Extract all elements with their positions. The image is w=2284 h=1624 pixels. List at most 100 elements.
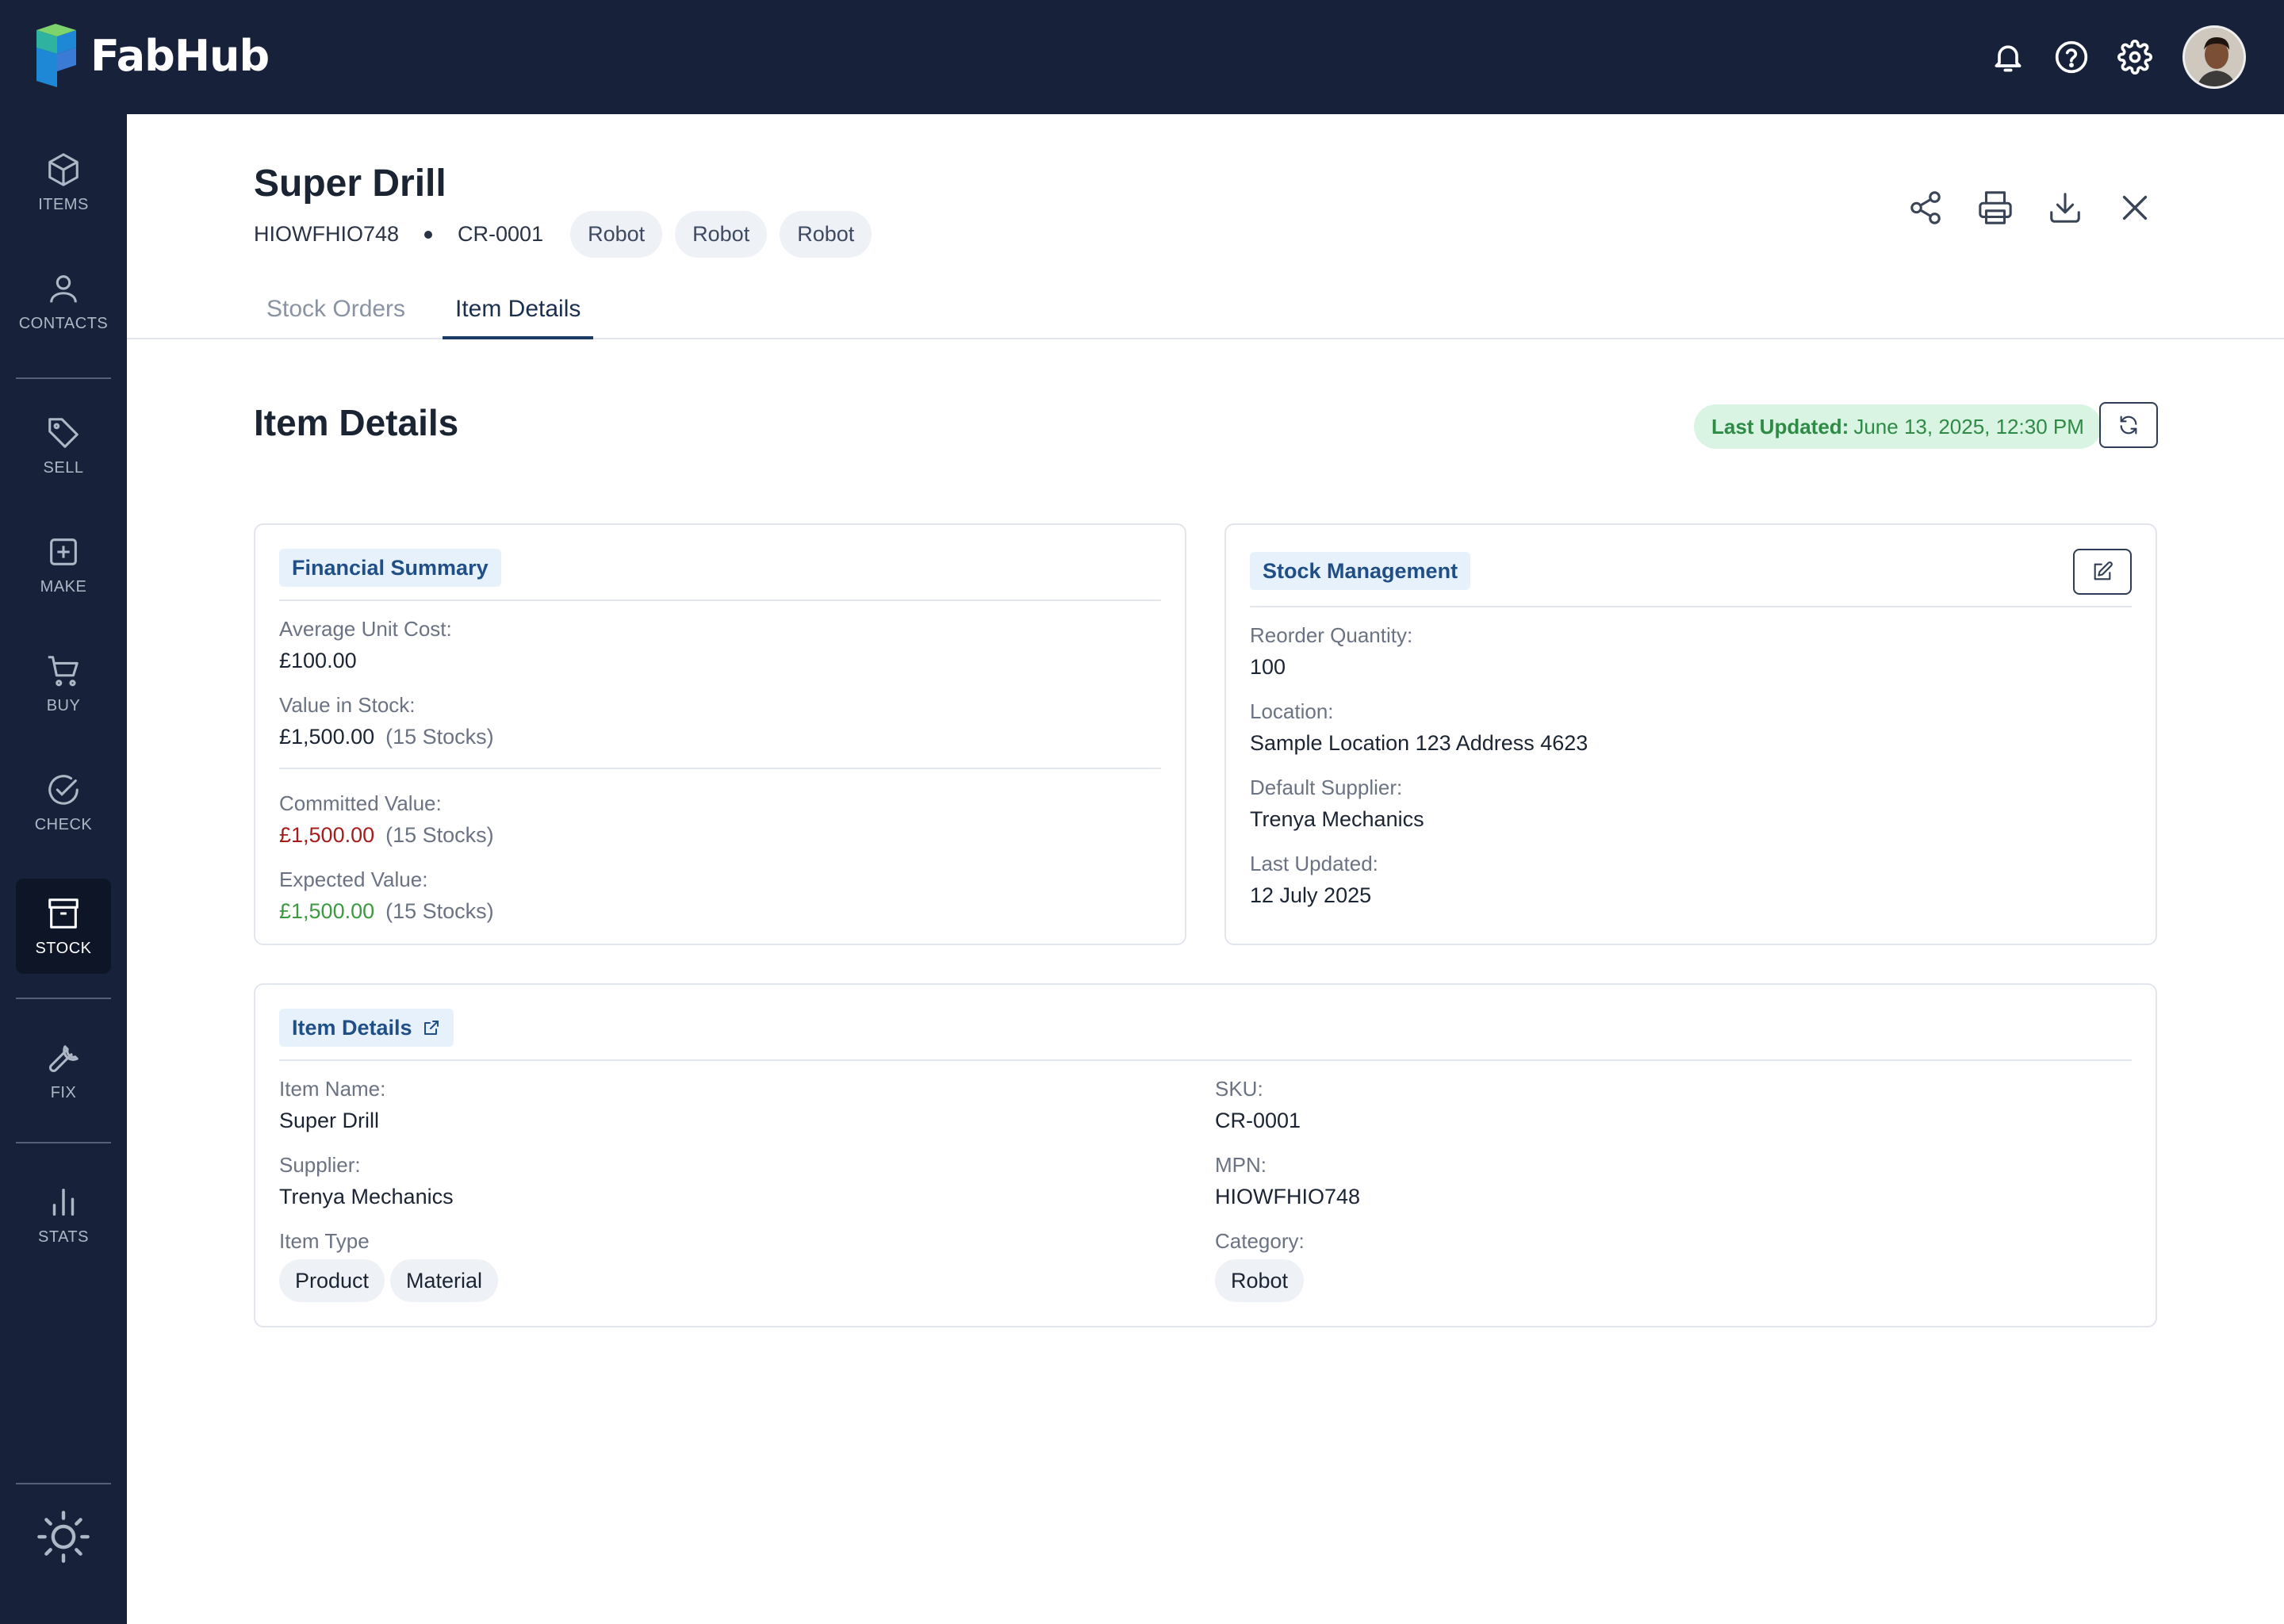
sidebar-item-fix[interactable]: FIX xyxy=(16,1023,111,1118)
expected-value: £1,500.00 (15 Stocks) xyxy=(279,899,494,924)
nav-divider xyxy=(16,377,111,379)
mpn-label: MPN: xyxy=(1215,1153,1267,1177)
reorder-qty-label: Reorder Quantity: xyxy=(1250,623,1413,647)
tab-stock-orders[interactable]: Stock Orders xyxy=(266,296,406,322)
stock-management-card: Stock Management Reorder Quantity: 100 L… xyxy=(1224,523,2157,945)
nav-divider xyxy=(16,1483,111,1484)
theme-toggle-button[interactable] xyxy=(32,1505,95,1568)
tag-pill[interactable]: Robot xyxy=(570,211,663,258)
item-type-chip: Material xyxy=(390,1259,499,1302)
sidebar-item-buy[interactable]: BUY xyxy=(16,636,111,731)
tag-icon xyxy=(48,417,79,448)
sun-icon xyxy=(37,1511,90,1563)
last-updated-value: June 13, 2025, 12:30 PM xyxy=(1853,414,2084,439)
sidebar-item-label: STATS xyxy=(38,1228,89,1246)
plus-square-icon xyxy=(50,538,77,565)
sidebar-item-items[interactable]: ITEMS xyxy=(16,135,111,230)
app-logo[interactable]: FabHub xyxy=(36,24,270,87)
refresh-button[interactable] xyxy=(2099,402,2158,448)
tag-pill[interactable]: Robot xyxy=(675,211,768,258)
tab-item-details[interactable]: Item Details xyxy=(443,289,594,339)
sidebar-item-label: MAKE xyxy=(40,577,87,596)
notifications-button[interactable] xyxy=(1986,35,2030,79)
location-label: Location: xyxy=(1250,699,1334,723)
sidebar: ITEMS CONTACTS SELL MAKE BUY CHECK xyxy=(0,114,127,1624)
share-button[interactable] xyxy=(1903,186,1948,230)
item-meta: HIOWFHIO748 CR-0001 Robot Robot Robot xyxy=(254,211,872,258)
user-avatar[interactable] xyxy=(2182,25,2246,89)
last-updated-label: Last Updated: xyxy=(1711,414,1849,439)
financial-summary-badge: Financial Summary xyxy=(279,549,501,587)
sidebar-item-make[interactable]: MAKE xyxy=(16,517,111,612)
category-chip: Robot xyxy=(1215,1259,1305,1302)
expected-value-label: Expected Value: xyxy=(279,868,428,891)
nav-divider xyxy=(16,1142,111,1143)
download-button[interactable] xyxy=(2043,186,2087,230)
edit-icon xyxy=(2094,561,2113,580)
item-type-label: Item Type xyxy=(279,1229,370,1253)
sku-value: CR-0001 xyxy=(1215,1109,1301,1132)
location-value: Sample Location 123 Address 4623 xyxy=(1250,731,1588,755)
reorder-qty-value: 100 xyxy=(1250,655,1286,679)
item-title: Super Drill xyxy=(254,163,446,205)
app-name: FabHub xyxy=(90,30,270,81)
archive-icon xyxy=(48,898,79,929)
stock-value-qty: (15 Stocks) xyxy=(385,725,494,749)
print-button[interactable] xyxy=(1973,186,2018,230)
sidebar-item-stats[interactable]: STATS xyxy=(16,1167,111,1262)
sidebar-item-label: BUY xyxy=(46,696,81,714)
tag-pill[interactable]: Robot xyxy=(780,211,872,258)
close-button[interactable] xyxy=(2113,186,2157,230)
fabhub-logo-icon xyxy=(36,24,76,87)
top-bar: FabHub xyxy=(0,0,2284,114)
card-divider xyxy=(279,599,1161,601)
help-button[interactable] xyxy=(2049,35,2094,79)
sidebar-item-contacts[interactable]: CONTACTS xyxy=(16,254,111,349)
edit-stock-button[interactable] xyxy=(2073,549,2132,595)
item-name-value: Super Drill xyxy=(279,1109,380,1132)
sidebar-item-check[interactable]: CHECK xyxy=(16,755,111,850)
nav-divider xyxy=(16,998,111,999)
avatar-image xyxy=(2185,28,2244,86)
item-sku: CR-0001 xyxy=(458,222,544,246)
section-title: Item Details xyxy=(254,402,459,443)
stock-value-amount: £1,500.00 xyxy=(279,725,375,749)
card-divider xyxy=(279,1059,2132,1061)
default-supplier-value: Trenya Mechanics xyxy=(1250,807,1424,831)
mpn-value: HIOWFHIO748 xyxy=(1215,1185,1361,1208)
item-details-badge[interactable]: Item Details xyxy=(279,1009,454,1047)
person-icon xyxy=(50,274,77,302)
settings-button[interactable] xyxy=(2113,35,2157,79)
stock-value-label: Value in Stock: xyxy=(279,693,416,717)
sidebar-item-sell[interactable]: SELL xyxy=(16,398,111,493)
committed-value: £1,500.00 (15 Stocks) xyxy=(279,823,494,848)
stock-last-updated-label: Last Updated: xyxy=(1250,852,1378,875)
financial-summary-card: Financial Summary Average Unit Cost: £10… xyxy=(254,523,1186,945)
expected-value-qty: (15 Stocks) xyxy=(385,899,494,923)
card-divider xyxy=(1250,606,2132,607)
bell-icon xyxy=(1995,45,2021,72)
close-icon xyxy=(2122,195,2148,220)
download-icon xyxy=(2050,193,2080,223)
committed-value-label: Committed Value: xyxy=(279,791,442,815)
bar-chart-icon xyxy=(52,1188,75,1216)
supplier-value: Trenya Mechanics xyxy=(279,1185,454,1208)
external-link-icon xyxy=(423,1021,439,1035)
category-label: Category: xyxy=(1215,1229,1305,1253)
item-name-label: Item Name: xyxy=(279,1077,386,1101)
help-icon xyxy=(2055,40,2088,74)
main-content: Super Drill HIOWFHIO748 CR-0001 Robot Ro… xyxy=(127,114,2284,1624)
expected-value-amount: £1,500.00 xyxy=(279,899,375,923)
sidebar-item-stock[interactable]: STOCK xyxy=(16,879,111,974)
stock-last-updated-value: 12 July 2025 xyxy=(1250,883,1372,907)
supplier-label: Supplier: xyxy=(279,1153,361,1177)
item-details-badge-label: Item Details xyxy=(292,1015,412,1040)
check-circle-icon xyxy=(48,774,79,805)
committed-value-qty: (15 Stocks) xyxy=(385,823,494,847)
sidebar-item-label: CONTACTS xyxy=(18,314,109,332)
header-actions xyxy=(1878,186,2157,230)
default-supplier-label: Default Supplier: xyxy=(1250,776,1403,799)
avg-cost-label: Average Unit Cost: xyxy=(279,617,452,641)
sidebar-item-label: SELL xyxy=(43,458,84,477)
item-mpn: HIOWFHIO748 xyxy=(254,222,400,246)
